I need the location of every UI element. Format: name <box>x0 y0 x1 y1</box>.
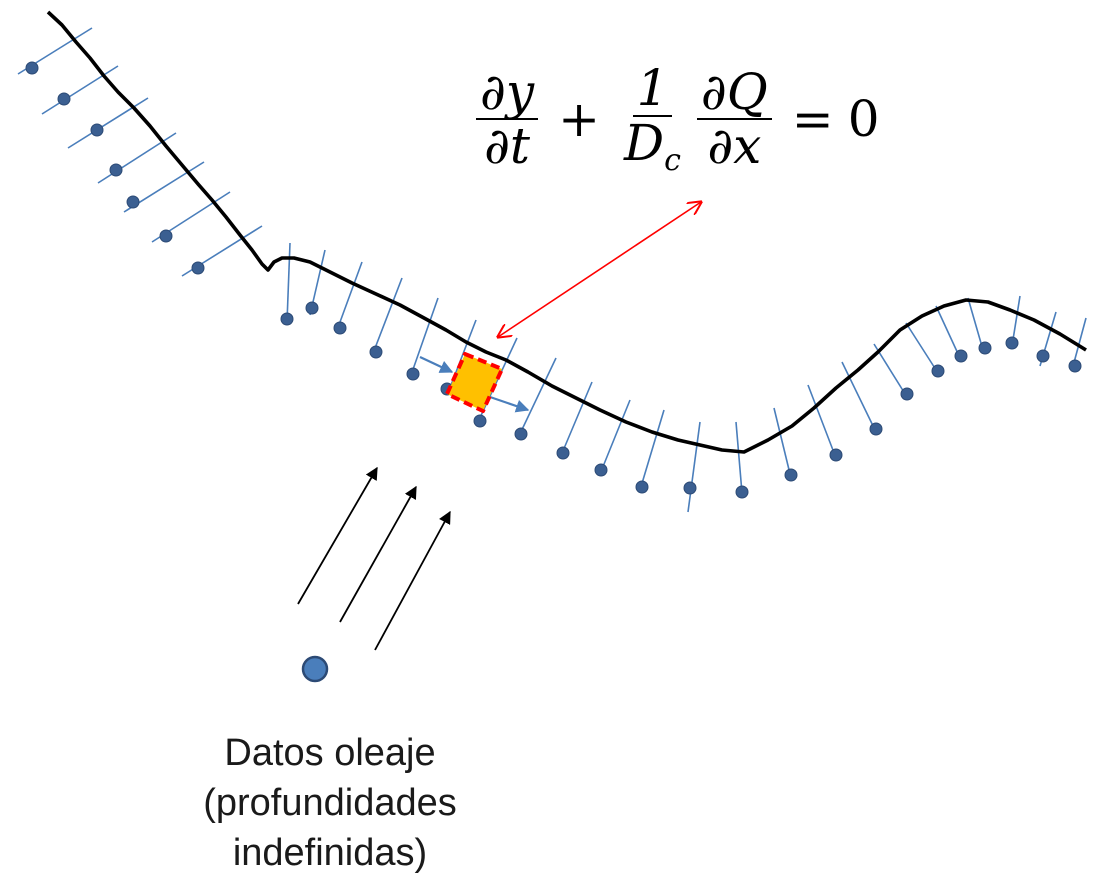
nearshore-point <box>869 422 883 436</box>
nearshore-point <box>90 123 104 137</box>
transect-line <box>935 305 961 359</box>
term3-denominator: ∂x <box>707 117 762 175</box>
transect-line <box>477 337 518 423</box>
nearshore-point <box>683 481 697 495</box>
nearshore-point <box>784 468 798 482</box>
nearshore-point <box>556 446 570 460</box>
nearshore-point <box>635 480 649 494</box>
nearshore-point <box>406 367 420 381</box>
equation-link-arrow <box>498 202 701 337</box>
equation-rhs: 0 <box>847 90 880 148</box>
wave-arrow <box>297 466 378 605</box>
nearshore-point <box>369 345 383 359</box>
nearshore-point <box>1068 359 1082 373</box>
flux-in-arrow <box>419 356 454 373</box>
equals-sign: = <box>791 90 834 148</box>
transect-line <box>559 381 593 459</box>
nearshore-point <box>514 427 528 441</box>
transect-line <box>41 65 119 115</box>
equation: ∂y ∂t + 1 Dc ∂Q ∂x = 0 <box>470 62 880 176</box>
transect-line <box>409 297 439 379</box>
caption-line-1: Datos oleaje <box>224 732 436 774</box>
transect-line <box>687 421 701 513</box>
transect-line <box>371 277 403 357</box>
nearshore-point <box>900 387 914 401</box>
flux-out-arrow <box>489 395 530 413</box>
term2-den-base: D <box>624 113 665 172</box>
nearshore-point <box>1005 336 1019 350</box>
nearshore-point <box>931 364 945 378</box>
transect-line <box>517 357 557 439</box>
caption-line-2: (profundidades <box>203 782 457 824</box>
term2-numerator: 1 <box>632 62 673 117</box>
transect-line <box>735 421 743 494</box>
nearshore-point <box>1036 349 1050 363</box>
nearshore-point <box>25 61 39 75</box>
wave-data-caption: Datos oleaje (profundidades indefinidas) <box>160 728 500 878</box>
nearshore-point <box>954 349 968 363</box>
nearshore-points <box>25 61 1082 499</box>
plus-sign: + <box>558 90 601 148</box>
transect-line <box>97 132 177 184</box>
nearshore-point <box>280 312 294 326</box>
nearshore-point <box>57 92 71 106</box>
nearshore-point <box>333 321 347 335</box>
control-cell <box>445 352 504 413</box>
transect-line <box>639 409 665 491</box>
transect-line <box>335 261 363 334</box>
offshore-wave-point <box>301 655 329 683</box>
nearshore-point <box>191 261 205 275</box>
transect-line <box>67 97 149 149</box>
transect-line <box>286 242 291 323</box>
nearshore-point <box>473 414 487 428</box>
wave-arrow <box>374 510 451 651</box>
term2-den-sub: c <box>664 142 681 178</box>
nearshore-point <box>126 195 140 209</box>
transect-line <box>905 322 939 374</box>
nearshore-point <box>735 485 749 499</box>
coastline <box>46 10 1087 454</box>
transect-line <box>967 297 984 351</box>
wave-arrow <box>339 485 417 623</box>
fraction-dq-dx: ∂Q ∂x <box>696 65 772 175</box>
nearshore-point <box>305 301 319 315</box>
term3-numerator: ∂Q <box>696 65 772 120</box>
fraction-dy-dt: ∂y ∂t <box>476 65 539 175</box>
nearshore-point <box>978 341 992 355</box>
transect-line <box>599 399 631 475</box>
transect-line <box>773 407 792 479</box>
nearshore-point <box>829 448 843 462</box>
nearshore-point <box>594 463 608 477</box>
transect-line <box>841 361 877 433</box>
term1-numerator: ∂y <box>476 65 539 120</box>
caption-line-3: indefinidas) <box>232 832 428 874</box>
nearshore-point <box>109 163 123 177</box>
fraction-one-over-dc: 1 Dc <box>620 62 685 176</box>
nearshore-point <box>159 229 173 243</box>
term2-denominator: Dc <box>620 113 685 178</box>
transect-line <box>807 384 837 459</box>
term1-denominator: ∂t <box>484 117 531 175</box>
